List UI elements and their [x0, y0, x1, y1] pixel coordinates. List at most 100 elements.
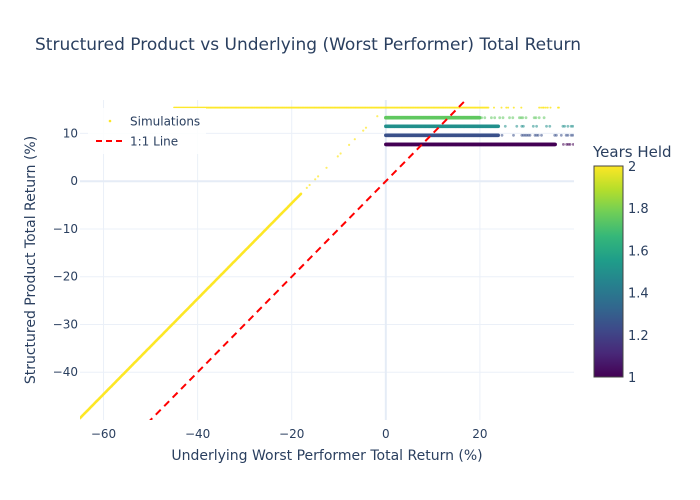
data-point [542, 116, 546, 120]
data-point [512, 133, 515, 137]
data-point [305, 186, 308, 189]
colorbar-tick-label: 1.6 [628, 244, 649, 259]
data-point [566, 124, 570, 128]
legend-item-one-to-one[interactable]: 1:1 Line [96, 135, 178, 149]
data-point [508, 116, 511, 120]
data-point [300, 192, 303, 195]
data-point [308, 183, 311, 187]
y-tick-label: −20 [53, 270, 78, 284]
colorbar-title: Years Held [592, 143, 672, 161]
data-point [540, 106, 543, 109]
colorbar-tick-label: 1.4 [628, 287, 649, 302]
data-point [520, 106, 523, 109]
x-tick-label: 0 [382, 427, 390, 441]
data-point [480, 116, 483, 120]
data-point [364, 126, 368, 129]
one-to-one-line-layer [149, 100, 468, 420]
chart-title: Structured Product vs Underlying (Worst … [35, 35, 581, 55]
data-point [503, 124, 507, 128]
zero-lines [80, 100, 574, 420]
data-point [501, 116, 505, 120]
data-point [376, 115, 379, 118]
y-tick-label: 0 [70, 174, 78, 188]
data-point [571, 143, 574, 146]
scatter-points [80, 106, 574, 420]
data-point [563, 124, 566, 128]
one-to-one-line [149, 100, 468, 420]
data-point [535, 124, 538, 128]
colorbar-tick-label: 2 [628, 160, 636, 175]
data-point [362, 129, 365, 132]
y-tick-label: −40 [53, 365, 78, 379]
data-point [348, 143, 351, 146]
data-point [549, 106, 552, 109]
data-point [353, 138, 356, 141]
x-tick-label: −60 [91, 427, 116, 441]
legend-one-to-one-label: 1:1 Line [130, 135, 178, 149]
data-point [542, 106, 545, 109]
data-point [536, 133, 540, 137]
data-point [521, 116, 525, 120]
legend-simulations-marker [108, 119, 112, 123]
legend[interactable]: Simulations 1:1 Line [88, 108, 206, 154]
data-point [546, 106, 549, 109]
x-tick-label: 20 [472, 427, 487, 441]
data-point [507, 106, 510, 109]
legend-simulations-label: Simulations [130, 115, 200, 129]
data-point [537, 116, 541, 120]
data-point [314, 178, 317, 181]
data-point [487, 106, 490, 109]
colorbar-tick-label: 1.8 [628, 202, 649, 217]
data-point [493, 116, 497, 120]
data-point [562, 143, 565, 146]
data-point [528, 133, 532, 137]
y-tick-label: −30 [53, 317, 78, 331]
data-point [505, 106, 508, 109]
x-tick-label: −40 [185, 427, 210, 441]
data-point [538, 106, 541, 109]
data-point [571, 133, 574, 137]
data-point [571, 124, 574, 128]
data-point [555, 133, 558, 137]
colorbar-gradient [593, 165, 624, 378]
data-point [534, 116, 538, 120]
y-tick-label: −10 [53, 222, 78, 236]
legend-item-simulations[interactable]: Simulations [108, 115, 200, 129]
data-point [557, 106, 560, 109]
y-axis-title: Structured Product Total Return (%) [23, 136, 39, 384]
data-point [559, 133, 563, 137]
data-point [531, 124, 535, 128]
data-point [524, 116, 528, 120]
data-point [483, 116, 487, 120]
y-axis-ticks: −40 −30 −20 −10 0 10 [53, 126, 78, 379]
data-point [317, 175, 320, 178]
data-point [553, 143, 557, 146]
x-axis-title: Underlying Worst Performer Total Return … [171, 448, 482, 464]
data-point [522, 124, 525, 128]
data-point [500, 106, 503, 109]
data-point [336, 155, 339, 158]
colorbar-tick-label: 1.2 [628, 329, 649, 344]
data-point [500, 133, 504, 137]
data-point [493, 106, 495, 109]
data-point [568, 143, 572, 146]
data-point [496, 133, 501, 138]
y-tick-label: 10 [63, 126, 78, 140]
data-point [544, 106, 547, 109]
data-point [566, 133, 570, 137]
colorbar-tick-label: 1 [628, 371, 636, 386]
data-point [490, 116, 493, 120]
data-point [325, 166, 328, 169]
legend-background [88, 108, 206, 154]
data-point [515, 124, 519, 128]
colorbar: Years Held 1 1.2 1.4 1.6 1.8 2 [592, 143, 672, 386]
data-point [512, 106, 515, 109]
data-point [498, 116, 502, 120]
data-point [511, 116, 515, 120]
data-point [339, 152, 342, 155]
x-axis-ticks: −60 −40 −20 0 20 [91, 427, 488, 441]
data-point [540, 133, 543, 137]
x-tick-label: −20 [279, 427, 304, 441]
colorbar-ticks: 1 1.2 1.4 1.6 1.8 2 [628, 160, 649, 386]
